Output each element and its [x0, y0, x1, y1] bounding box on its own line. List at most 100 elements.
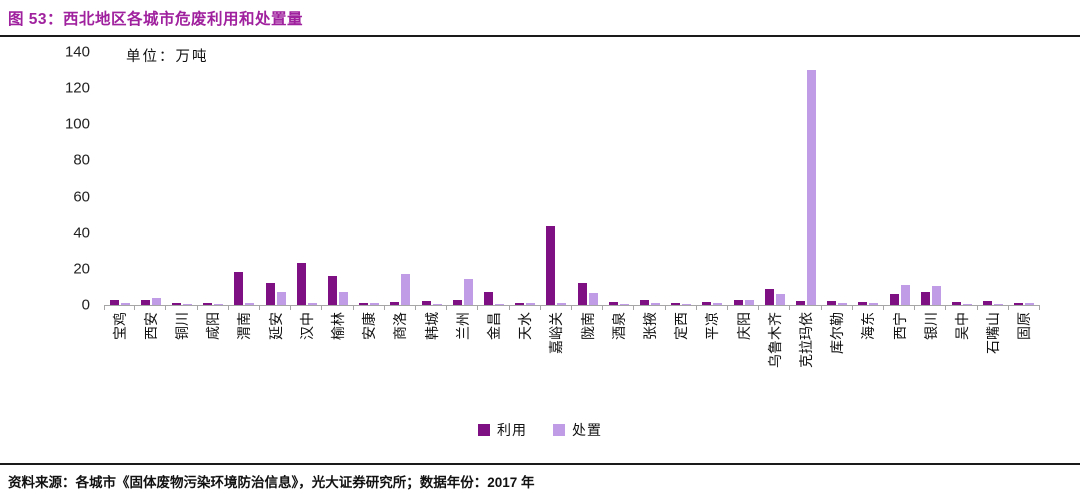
bar-处置: [963, 304, 973, 305]
x-axis-label: 平凉: [704, 312, 721, 340]
x-label-cell: 克拉玛依: [790, 306, 821, 406]
x-label-cell: 咸阳: [198, 306, 229, 406]
plot-row: 宝鸡 西安 铜川 咸阳 渭南 延安 汉中 榆林 安康 商洛 韩城 兰州 金昌 天水 嘉峪关 陇南 酒泉 张掖 定西平…: [104, 53, 1041, 406]
category-安康: 安康: [353, 53, 386, 406]
bar-group: [884, 53, 916, 306]
bar-group: [447, 53, 479, 306]
category-银川: 银川: [915, 53, 947, 406]
category-平凉: 平凉: [696, 53, 729, 406]
bar-group: [416, 53, 448, 306]
x-axis-label: 陇南: [579, 312, 596, 340]
bar-处置: [588, 293, 598, 305]
bar-利用: [983, 301, 993, 305]
x-axis-label: 酒泉: [610, 312, 627, 340]
x-axis-label: 兰州: [454, 312, 471, 340]
bar-利用: [328, 276, 338, 305]
x-axis-label: 张掖: [642, 312, 659, 340]
x-label-cell: 兰州: [447, 306, 478, 406]
category-韩城: 韩城: [416, 53, 448, 406]
x-axis-label: 韩城: [423, 312, 440, 340]
legend-item-处置: 处置: [553, 420, 602, 440]
bar-处置: [370, 303, 380, 305]
bar-处置: [619, 304, 629, 305]
bar-group: [135, 53, 167, 306]
category-渭南: 渭南: [228, 53, 261, 406]
category-库尔勒: 库尔勒: [821, 53, 854, 406]
bar-处置: [151, 297, 161, 305]
x-axis-label: 银川: [922, 312, 939, 340]
bar-group: [634, 53, 666, 306]
bar-处置: [276, 292, 286, 305]
bar-group: [353, 53, 385, 306]
x-axis-label: 库尔勒: [829, 312, 846, 354]
bar-利用: [671, 303, 681, 305]
x-label-cell: 渭南: [229, 306, 260, 406]
legend-label: 处置: [572, 422, 602, 438]
bar-处置: [495, 304, 505, 305]
x-axis-label: 渭南: [236, 312, 253, 340]
figure-footer: 资料来源：各城市《固体废物污染环境防治信息》，光大证券研究所；数据年份：2017…: [0, 463, 1080, 494]
bar-利用: [640, 299, 650, 305]
bar-处置: [713, 303, 723, 305]
bar-group: [384, 53, 417, 306]
bar-处置: [775, 294, 785, 305]
bar-group: [291, 53, 323, 306]
bar-group: [540, 53, 573, 306]
x-axis-label: 铜川: [174, 312, 190, 340]
x-axis-label: 西安: [142, 312, 159, 340]
x-axis-label: 金昌: [486, 312, 503, 340]
bar-group: [572, 53, 604, 306]
x-axis-label: 天水: [517, 312, 534, 340]
x-axis-label: 嘉峪关: [548, 312, 565, 354]
x-axis-label: 安康: [361, 312, 378, 340]
bar-利用: [484, 292, 494, 305]
y-tick-label: 100: [64, 115, 90, 133]
x-label-cell: 宝鸡: [104, 306, 135, 406]
category-兰州: 兰州: [447, 53, 479, 406]
bar-利用: [109, 299, 119, 305]
y-tick-label: 0: [81, 296, 90, 314]
category-吴中: 吴中: [946, 53, 978, 406]
bar-处置: [526, 303, 536, 305]
category-嘉峪关: 嘉峪关: [540, 53, 573, 406]
x-label-cell: 西安: [135, 306, 166, 406]
bar-group: [946, 53, 978, 306]
category-克拉玛依: 克拉玛依: [790, 53, 822, 406]
bar-group: [1008, 53, 1041, 306]
category-榆林: 榆林: [322, 53, 354, 406]
bar-处置: [120, 303, 130, 305]
bar-处置: [931, 286, 941, 305]
bar-利用: [390, 302, 400, 305]
bar-处置: [900, 285, 910, 305]
bar-利用: [764, 288, 774, 305]
x-axis-label: 石嘴山: [985, 312, 1002, 354]
x-label-cell: 乌鲁木齐: [759, 306, 790, 406]
bar-利用: [234, 271, 244, 305]
y-tick-label: 120: [64, 79, 90, 97]
x-label-cell: 汉中: [291, 306, 322, 406]
x-label-cell: 定西: [666, 306, 697, 406]
category-西安: 西安: [135, 53, 167, 406]
bar-group: [728, 53, 760, 306]
bar-利用: [702, 302, 712, 305]
bar-处置: [651, 303, 661, 305]
legend-item-利用: 利用: [478, 420, 527, 440]
bar-group: [915, 53, 947, 306]
x-label-cell: 延安: [260, 306, 291, 406]
bar-利用: [421, 301, 431, 305]
bar-处置: [869, 303, 879, 305]
x-axis-label: 庆阳: [735, 312, 752, 340]
x-label-cell: 固原: [1009, 306, 1040, 406]
y-axis: 140 120 100 80 60 40 20 0: [0, 44, 104, 314]
x-label-cell: 石嘴山: [978, 306, 1009, 406]
bar-group: [603, 53, 635, 306]
bar-group: [104, 53, 136, 306]
x-label-cell: 韩城: [416, 306, 447, 406]
category-酒泉: 酒泉: [603, 53, 635, 406]
bar-group: [197, 53, 229, 306]
x-axis-label: 汉中: [298, 312, 315, 340]
bar-group: [478, 53, 510, 306]
legend-swatch-icon: [478, 424, 490, 436]
bar-group: [852, 53, 885, 306]
bar-group: [665, 53, 697, 306]
